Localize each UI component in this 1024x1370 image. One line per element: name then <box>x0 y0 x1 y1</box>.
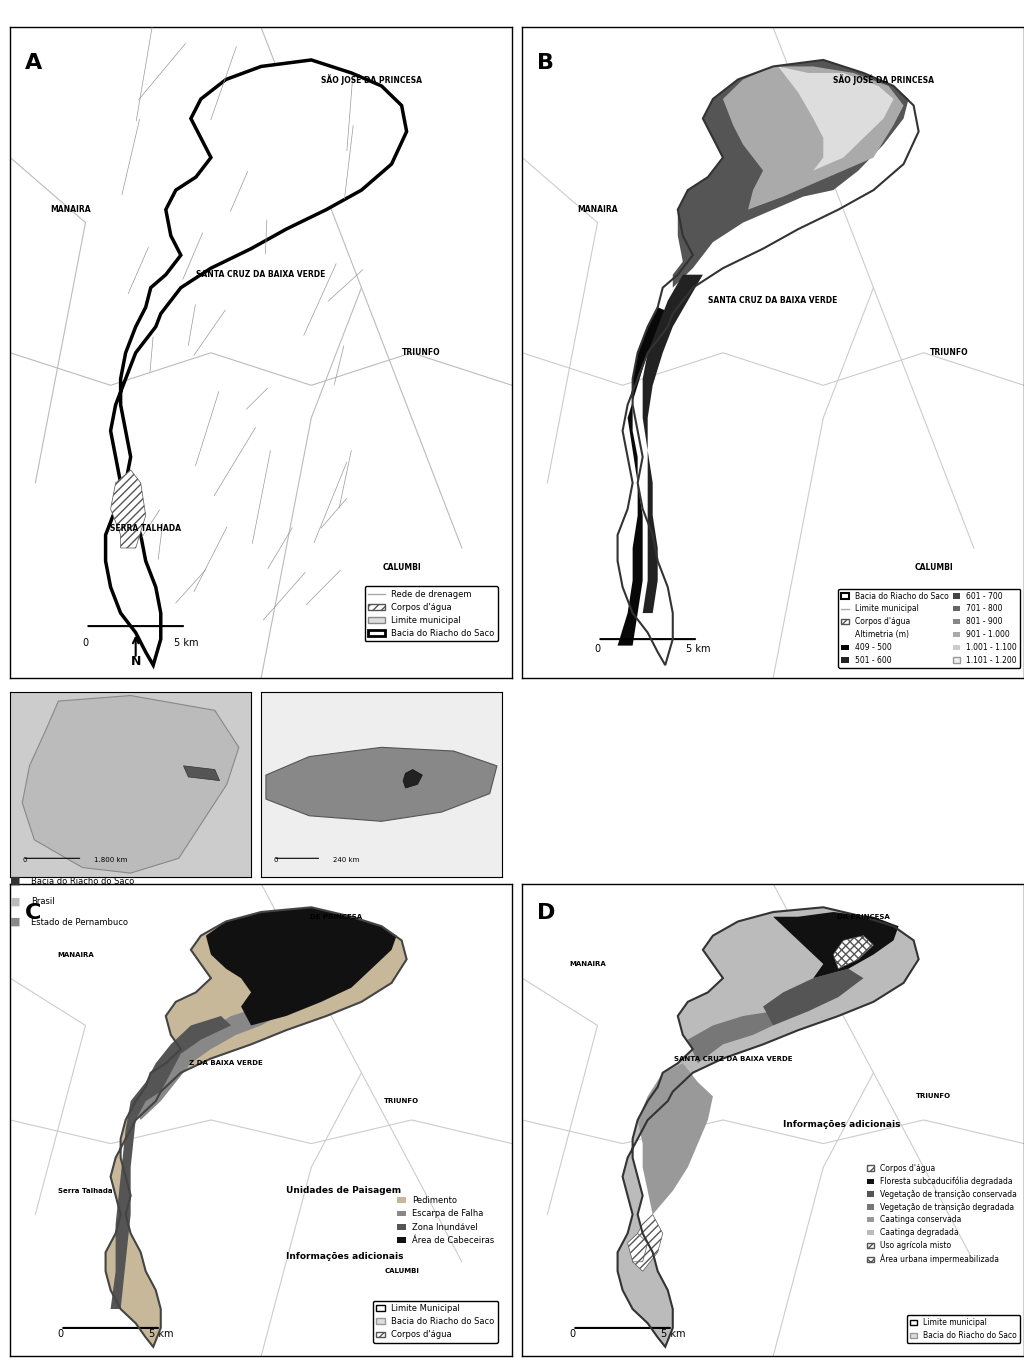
Text: Informações adicionais: Informações adicionais <box>287 1252 403 1262</box>
Text: B: B <box>538 53 554 74</box>
Polygon shape <box>773 912 899 978</box>
Text: SÃO JOSÉ DA PRINCESA: SÃO JOSÉ DA PRINCESA <box>833 74 934 85</box>
Text: TRIUNFO: TRIUNFO <box>384 1099 419 1104</box>
Polygon shape <box>135 997 287 1121</box>
Polygon shape <box>105 60 407 666</box>
Polygon shape <box>111 470 145 548</box>
Text: CALUMBI: CALUMBI <box>384 1269 419 1274</box>
Text: 240 km: 240 km <box>334 858 359 863</box>
Text: 5 km: 5 km <box>148 1329 173 1340</box>
Text: 0: 0 <box>595 644 600 653</box>
Text: Z DA BAIXA VERDE: Z DA BAIXA VERDE <box>189 1060 263 1066</box>
Polygon shape <box>617 907 919 1347</box>
Polygon shape <box>111 1017 231 1310</box>
Text: CALUMBI: CALUMBI <box>914 563 953 573</box>
Text: Unidades de Paisagem: Unidades de Paisagem <box>287 1186 401 1195</box>
Legend: Rede de drenagem, Corpos d'água, Limite municipal, Bacia do Riacho do Saco: Rede de drenagem, Corpos d'água, Limite … <box>365 586 498 641</box>
Polygon shape <box>638 1063 713 1215</box>
Text: CALUMBI: CALUMBI <box>382 563 421 573</box>
Polygon shape <box>834 936 873 969</box>
Text: D: D <box>538 903 556 922</box>
Polygon shape <box>673 60 908 288</box>
Text: SÃO JOSÉ DA PRINCESA: SÃO JOSÉ DA PRINCESA <box>321 74 422 85</box>
Text: ■: ■ <box>10 875 20 885</box>
Text: 5 km: 5 km <box>686 644 710 653</box>
Text: 5 km: 5 km <box>174 637 198 648</box>
Text: 0: 0 <box>273 858 278 863</box>
Text: 0: 0 <box>57 1329 63 1340</box>
Polygon shape <box>763 969 863 1025</box>
Text: TRIUNFO: TRIUNFO <box>402 348 441 358</box>
Text: Informações adicionais: Informações adicionais <box>783 1121 901 1129</box>
Text: MANAIRA: MANAIRA <box>569 960 606 967</box>
Text: TRIUNFO: TRIUNFO <box>916 1093 951 1099</box>
Text: 1.800 km: 1.800 km <box>94 858 128 863</box>
Legend: Limite municipal, Bacia do Riacho do Saco: Limite municipal, Bacia do Riacho do Sac… <box>906 1315 1020 1343</box>
Text: MANAIRA: MANAIRA <box>57 952 94 958</box>
Polygon shape <box>723 67 903 210</box>
Text: TRIUNFO: TRIUNFO <box>930 348 968 358</box>
Polygon shape <box>628 1233 648 1262</box>
Text: SERRA TALHADA: SERRA TALHADA <box>111 523 181 533</box>
Polygon shape <box>633 1215 663 1271</box>
Text: SANTA CRUZ DA BAIXA VERDE: SANTA CRUZ DA BAIXA VERDE <box>709 296 838 306</box>
Text: A: A <box>26 53 43 74</box>
Text: 0: 0 <box>83 637 88 648</box>
Text: C: C <box>26 903 42 922</box>
Text: Serra Talhada: Serra Talhada <box>58 1188 113 1193</box>
Polygon shape <box>617 307 673 645</box>
Text: 0: 0 <box>569 1329 575 1340</box>
Polygon shape <box>778 67 894 171</box>
Text: ■: ■ <box>10 896 20 906</box>
Text: SANTA CRUZ DA BAIXA VERDE: SANTA CRUZ DA BAIXA VERDE <box>197 270 326 279</box>
Polygon shape <box>206 907 396 1025</box>
Text: DA PRINCESA: DA PRINCESA <box>837 914 890 919</box>
Legend: Limite Municipal, Bacia do Riacho do Saco, Corpos d'água: Limite Municipal, Bacia do Riacho do Sac… <box>373 1300 498 1343</box>
Polygon shape <box>23 696 239 873</box>
Text: 5 km: 5 km <box>660 1329 685 1340</box>
Text: Estado de Pernambuco: Estado de Pernambuco <box>31 918 128 926</box>
Text: N: N <box>130 655 141 669</box>
Text: Brasil: Brasil <box>31 897 54 906</box>
Polygon shape <box>183 766 219 781</box>
Text: 0: 0 <box>23 858 27 863</box>
Text: MANAIRA: MANAIRA <box>50 206 91 214</box>
Polygon shape <box>688 1011 773 1063</box>
Polygon shape <box>403 770 422 788</box>
Text: Bacia do Riacho do Saco: Bacia do Riacho do Saco <box>31 877 134 885</box>
Polygon shape <box>643 274 702 614</box>
Polygon shape <box>266 748 497 822</box>
Text: ■: ■ <box>10 917 20 926</box>
Text: SANTA CRUZ DA BAIXA VERDE: SANTA CRUZ DA BAIXA VERDE <box>674 1055 793 1062</box>
Text: DE PRINCESA: DE PRINCESA <box>310 914 362 919</box>
Legend: Bacia do Riacho do Saco, Limite municipal, Corpos d'água, Altimetria (m), 409 - : Bacia do Riacho do Saco, Limite municipa… <box>839 589 1020 667</box>
Text: MANAIRA: MANAIRA <box>578 206 617 214</box>
Polygon shape <box>105 907 407 1347</box>
